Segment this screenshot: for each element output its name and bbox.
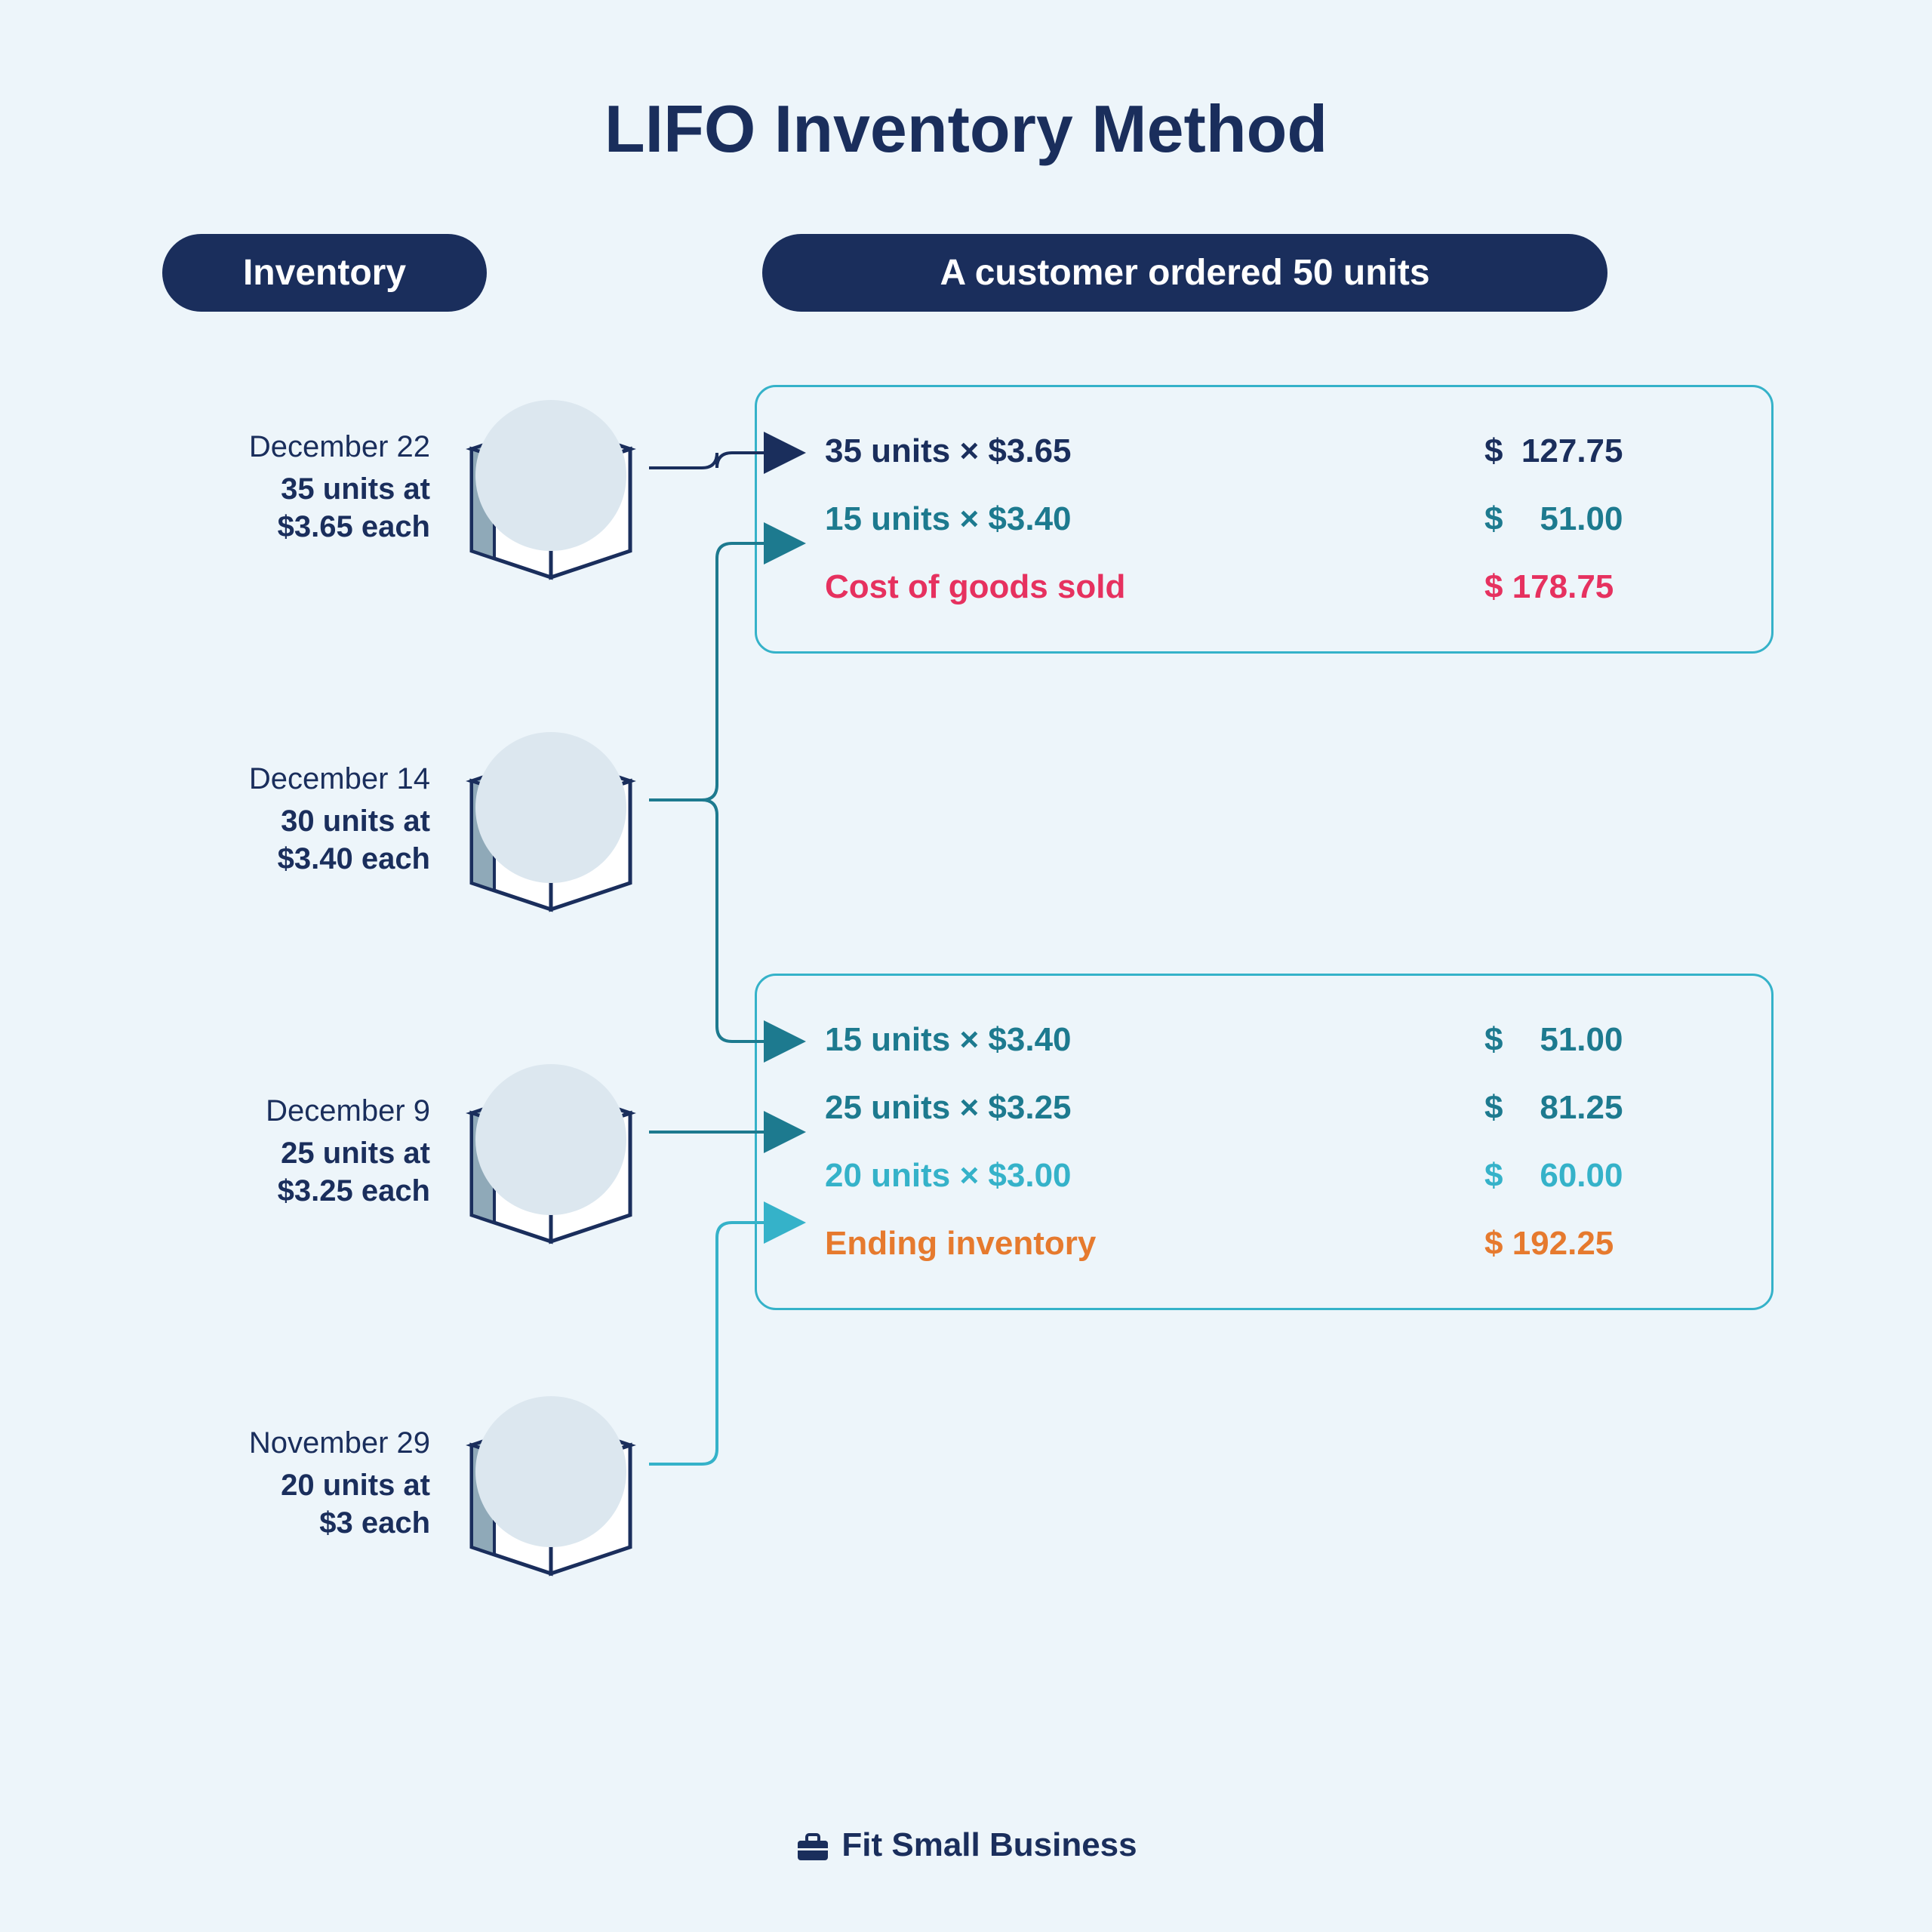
calc-amount: $ 81.25 (1484, 1089, 1726, 1127)
inventory-date: December 9 (128, 1094, 430, 1128)
inventory-label-1: December 14 30 units at$3.40 each (128, 762, 430, 878)
calc-total: Cost of goods sold $ 178.75 (825, 553, 1726, 621)
calc-desc: 20 units × $3.00 (825, 1157, 1484, 1195)
calc-row: 15 units × $3.40 $ 51.00 (825, 485, 1726, 553)
page-title: LIFO Inventory Method (0, 91, 1932, 168)
inventory-qty: 20 units at$3 each (128, 1466, 430, 1542)
footer-brand: Fit Small Business (0, 1826, 1932, 1864)
ending-inventory-panel: 15 units × $3.40 $ 51.00 25 units × $3.2… (755, 974, 1774, 1310)
inventory-date: December 14 (128, 762, 430, 796)
pill-inventory: Inventory (162, 234, 487, 312)
calc-desc: 35 units × $3.65 (825, 432, 1484, 470)
inventory-label-3: November 29 20 units at$3 each (128, 1426, 430, 1542)
calc-amount: $ 51.00 (1484, 1021, 1726, 1059)
calc-row: 15 units × $3.40 $ 51.00 (825, 1006, 1726, 1074)
box-icon (453, 1064, 649, 1260)
pill-order: A customer ordered 50 units (762, 234, 1607, 312)
inventory-qty: 35 units at$3.65 each (128, 470, 430, 546)
calc-row: 20 units × $3.00 $ 60.00 (825, 1142, 1726, 1210)
calc-desc: 15 units × $3.40 (825, 500, 1484, 538)
inventory-date: November 29 (128, 1426, 430, 1460)
calc-total-amount: $ 192.25 (1484, 1225, 1726, 1263)
footer-text: Fit Small Business (841, 1826, 1137, 1863)
inventory-label-0: December 22 35 units at$3.65 each (128, 430, 430, 546)
box-icon (453, 400, 649, 596)
cogs-panel: 35 units × $3.65 $ 127.75 15 units × $3.… (755, 385, 1774, 654)
calc-row: 35 units × $3.65 $ 127.75 (825, 417, 1726, 485)
calc-row: 25 units × $3.25 $ 81.25 (825, 1074, 1726, 1142)
calc-amount: $ 60.00 (1484, 1157, 1726, 1195)
calc-total-amount: $ 178.75 (1484, 568, 1726, 606)
calc-total: Ending inventory $ 192.25 (825, 1210, 1726, 1278)
calc-total-desc: Ending inventory (825, 1225, 1484, 1263)
inventory-label-2: December 9 25 units at$3.25 each (128, 1094, 430, 1210)
calc-amount: $ 51.00 (1484, 500, 1726, 538)
calc-desc: 25 units × $3.25 (825, 1089, 1484, 1127)
inventory-date: December 22 (128, 430, 430, 464)
calc-amount: $ 127.75 (1484, 432, 1726, 470)
inventory-qty: 25 units at$3.25 each (128, 1134, 430, 1210)
briefcase-icon (795, 1832, 831, 1862)
calc-desc: 15 units × $3.40 (825, 1021, 1484, 1059)
inventory-qty: 30 units at$3.40 each (128, 802, 430, 878)
box-icon (453, 732, 649, 928)
calc-total-desc: Cost of goods sold (825, 568, 1484, 606)
box-icon (453, 1396, 649, 1592)
